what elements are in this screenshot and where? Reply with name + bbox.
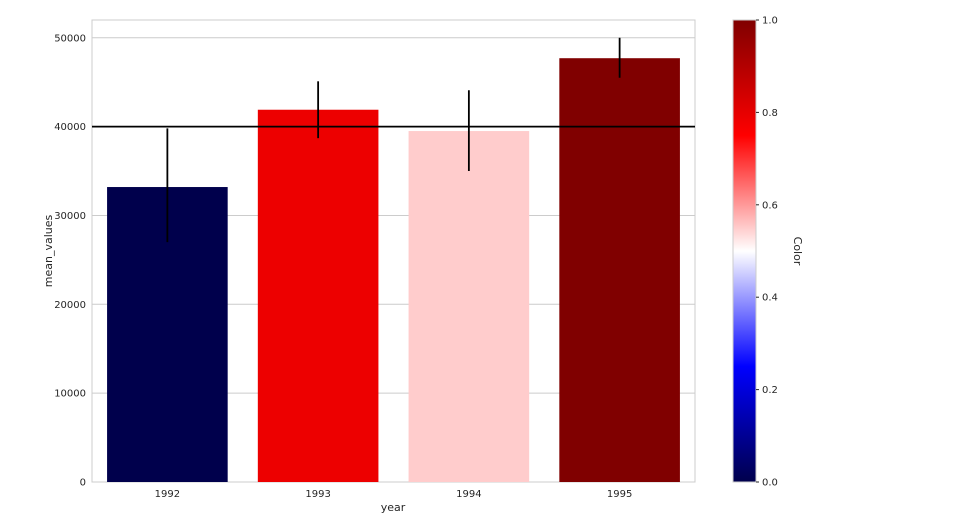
- colorbar-tick-label: 0.0: [762, 478, 778, 489]
- colorbar-tick-label: 0.2: [762, 385, 778, 396]
- plot-frame: [91, 19, 696, 483]
- x-tick-label: 1993: [305, 489, 330, 500]
- y-ticks: 0 10000 20000 30000 40000 50000: [54, 33, 86, 488]
- colorbar-ticks: 0.0 0.2 0.4 0.6 0.8 1.0: [756, 16, 778, 489]
- colorbar-tick-label: 0.4: [762, 293, 778, 304]
- y-tick-label: 50000: [54, 33, 86, 44]
- y-tick-label: 20000: [54, 300, 86, 311]
- error-bars: [166, 37, 621, 243]
- y-tick-label: 0: [80, 478, 86, 489]
- colorbar-tick-label: 0.8: [762, 108, 778, 119]
- y-tick-label: 30000: [54, 211, 86, 222]
- y-tick-label: 40000: [54, 122, 86, 133]
- bars: [107, 58, 680, 483]
- x-tick-label: 1992: [155, 489, 180, 500]
- colorbar-tick-label: 0.6: [762, 200, 778, 211]
- y-tick-label: 10000: [54, 389, 86, 400]
- x-axis-label: year: [381, 501, 406, 514]
- bar-1995: [559, 58, 680, 482]
- colorbar-label: Color: [791, 237, 804, 266]
- x-ticks: 1992 1993 1994 1995: [155, 489, 633, 500]
- y-axis-label: mean_values: [42, 215, 55, 288]
- x-tick-label: 1994: [456, 489, 481, 500]
- x-tick-label: 1995: [607, 489, 632, 500]
- bar-1993: [257, 109, 379, 482]
- bar-1994: [408, 131, 530, 483]
- colorbar-tick-label: 1.0: [762, 16, 778, 27]
- colorbar: [732, 19, 757, 483]
